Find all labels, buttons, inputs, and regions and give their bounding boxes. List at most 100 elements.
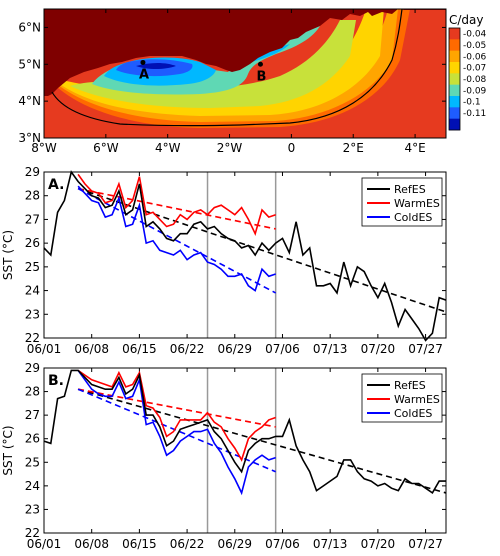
colorbar-tick-label: -0.1 xyxy=(463,98,481,108)
map-y-tick-label: 5°N xyxy=(18,57,41,71)
series-line-coldes xyxy=(77,185,276,292)
colorbar-tick-label: -0.04 xyxy=(463,30,487,40)
map-y-tick-label: 6°N xyxy=(18,20,41,34)
map-point-label-a: A xyxy=(139,67,149,82)
legend-label-warmes: WarmES xyxy=(394,197,440,210)
map-point-b xyxy=(257,61,263,67)
x-tick-label: 06/29 xyxy=(217,537,252,551)
colorbar-swatch xyxy=(449,84,460,97)
y-axis-label: SST (°C) xyxy=(1,425,15,475)
colorbar-swatch xyxy=(449,28,460,40)
x-tick-label: 07/06 xyxy=(265,537,300,551)
y-tick-label: 22 xyxy=(25,526,40,540)
colorbar-swatch xyxy=(449,96,460,108)
y-tick-label: 23 xyxy=(25,307,40,321)
series-line-refes xyxy=(43,369,446,495)
panel-a-line-chart: 22 23 24 25 26 27 28 29 06/01 06/08 06/15 06/22 06/2… xyxy=(1,165,447,356)
colorbar-tick-label: -0.11 xyxy=(463,109,486,119)
x-tick-label: 06/08 xyxy=(74,342,109,356)
colorbar-swatch xyxy=(449,107,460,119)
sst-tendency-map: A B 8°W 6°W 4°W 2°W 0 2°E 4°E 6°N 5°N 4°N 3°N -0.0… xyxy=(18,8,487,155)
map-x-tick-label: 2°W xyxy=(217,141,243,155)
panel-label: B. xyxy=(48,373,64,389)
x-tick-label: 07/20 xyxy=(361,342,396,356)
legend-label-coldes: ColdES xyxy=(394,211,432,224)
plot-frame xyxy=(43,171,447,339)
map-x-tick-label: 2°E xyxy=(343,141,364,155)
y-tick-label: 28 xyxy=(25,189,40,203)
y-axis-label: SST (°C) xyxy=(1,230,15,280)
contour-band-darkblue xyxy=(136,63,176,69)
colorbar-tick-label: -0.06 xyxy=(463,52,487,62)
x-tick-label: 06/22 xyxy=(170,342,205,356)
y-tick-label: 27 xyxy=(25,408,40,422)
map-x-tick-label: 6°W xyxy=(93,141,119,155)
series-line-refes xyxy=(43,170,447,342)
colorbar-swatch xyxy=(449,50,460,63)
series-line-warmes xyxy=(77,173,276,236)
x-tick-label: 06/01 xyxy=(27,537,62,551)
x-tick-label: 07/13 xyxy=(313,537,348,551)
panel-b-line-chart: 22 23 24 25 26 27 28 29 06/01 06/08 06/15 06/22 06/2… xyxy=(1,361,447,551)
x-tick-label: 06/29 xyxy=(217,342,252,356)
y-tick-label: 29 xyxy=(25,361,40,375)
legend-label-refes: RefES xyxy=(394,183,426,196)
map-x-tick-label: 0 xyxy=(288,141,296,155)
y-tick-label: 28 xyxy=(25,385,40,399)
x-tick-label: 07/27 xyxy=(408,342,443,356)
y-tick-label: 26 xyxy=(25,432,40,446)
colorbar-swatch xyxy=(449,73,460,85)
y-tick-label: 22 xyxy=(25,331,40,345)
x-tick-label: 06/22 xyxy=(170,537,205,551)
colorbar: -0.04-0.05-0.06 -0.07-0.08-0.09 -0.1-0.11 xyxy=(448,27,487,131)
plot-frame xyxy=(43,367,447,534)
colorbar-tick-label: -0.07 xyxy=(463,64,486,74)
trendline-warmes xyxy=(77,187,276,230)
contour-line-black xyxy=(51,9,403,127)
panel-label: A. xyxy=(48,177,64,193)
map-x-tick-label: 4°E xyxy=(404,141,425,155)
map-point-label-b: B xyxy=(256,69,266,84)
y-tick-label: 25 xyxy=(25,260,40,274)
colorbar-swatch xyxy=(449,118,460,131)
y-tick-label: 25 xyxy=(25,455,40,469)
map-frame xyxy=(43,8,447,139)
trendline-refes xyxy=(77,388,447,494)
x-tick-label: 06/15 xyxy=(122,342,157,356)
legend-label-warmes: WarmES xyxy=(394,393,440,406)
colorbar-tick-label: -0.09 xyxy=(463,86,487,96)
colorbar-tick-label: -0.08 xyxy=(463,75,487,85)
x-tick-label: 07/13 xyxy=(313,342,348,356)
land-mass xyxy=(44,9,446,96)
colorbar-tick-label: -0.05 xyxy=(463,41,486,51)
map-y-tick-label: 3°N xyxy=(18,131,41,145)
legend-label-refes: RefES xyxy=(394,379,426,392)
colorbar-title: C/day xyxy=(449,13,484,27)
series-line-coldes xyxy=(77,369,276,496)
y-tick-label: 27 xyxy=(25,212,40,226)
y-tick-label: 24 xyxy=(25,284,40,298)
trendline-coldes xyxy=(77,187,277,294)
series-line-warmes xyxy=(77,369,276,462)
colorbar-swatch xyxy=(449,39,460,51)
y-tick-label: 23 xyxy=(25,502,40,516)
colorbar-swatch xyxy=(449,62,460,74)
x-tick-label: 07/06 xyxy=(265,342,300,356)
x-tick-label: 07/20 xyxy=(361,537,396,551)
contour-band-lime xyxy=(70,20,356,108)
legend-label-coldes: ColdES xyxy=(394,407,432,420)
y-tick-label: 29 xyxy=(25,165,40,179)
x-tick-label: 06/15 xyxy=(122,537,157,551)
trendline-coldes xyxy=(77,388,276,473)
x-tick-label: 07/27 xyxy=(408,537,443,551)
colorbar-frame xyxy=(448,27,461,131)
map-y-tick-label: 4°N xyxy=(18,94,41,108)
x-tick-label: 06/01 xyxy=(27,342,62,356)
y-tick-label: 26 xyxy=(25,236,40,250)
y-tick-label: 24 xyxy=(25,479,40,493)
x-tick-label: 06/08 xyxy=(74,537,109,551)
map-x-tick-label: 8°W xyxy=(31,141,57,155)
map-point-a xyxy=(140,59,146,65)
map-x-tick-label: 4°W xyxy=(155,141,181,155)
